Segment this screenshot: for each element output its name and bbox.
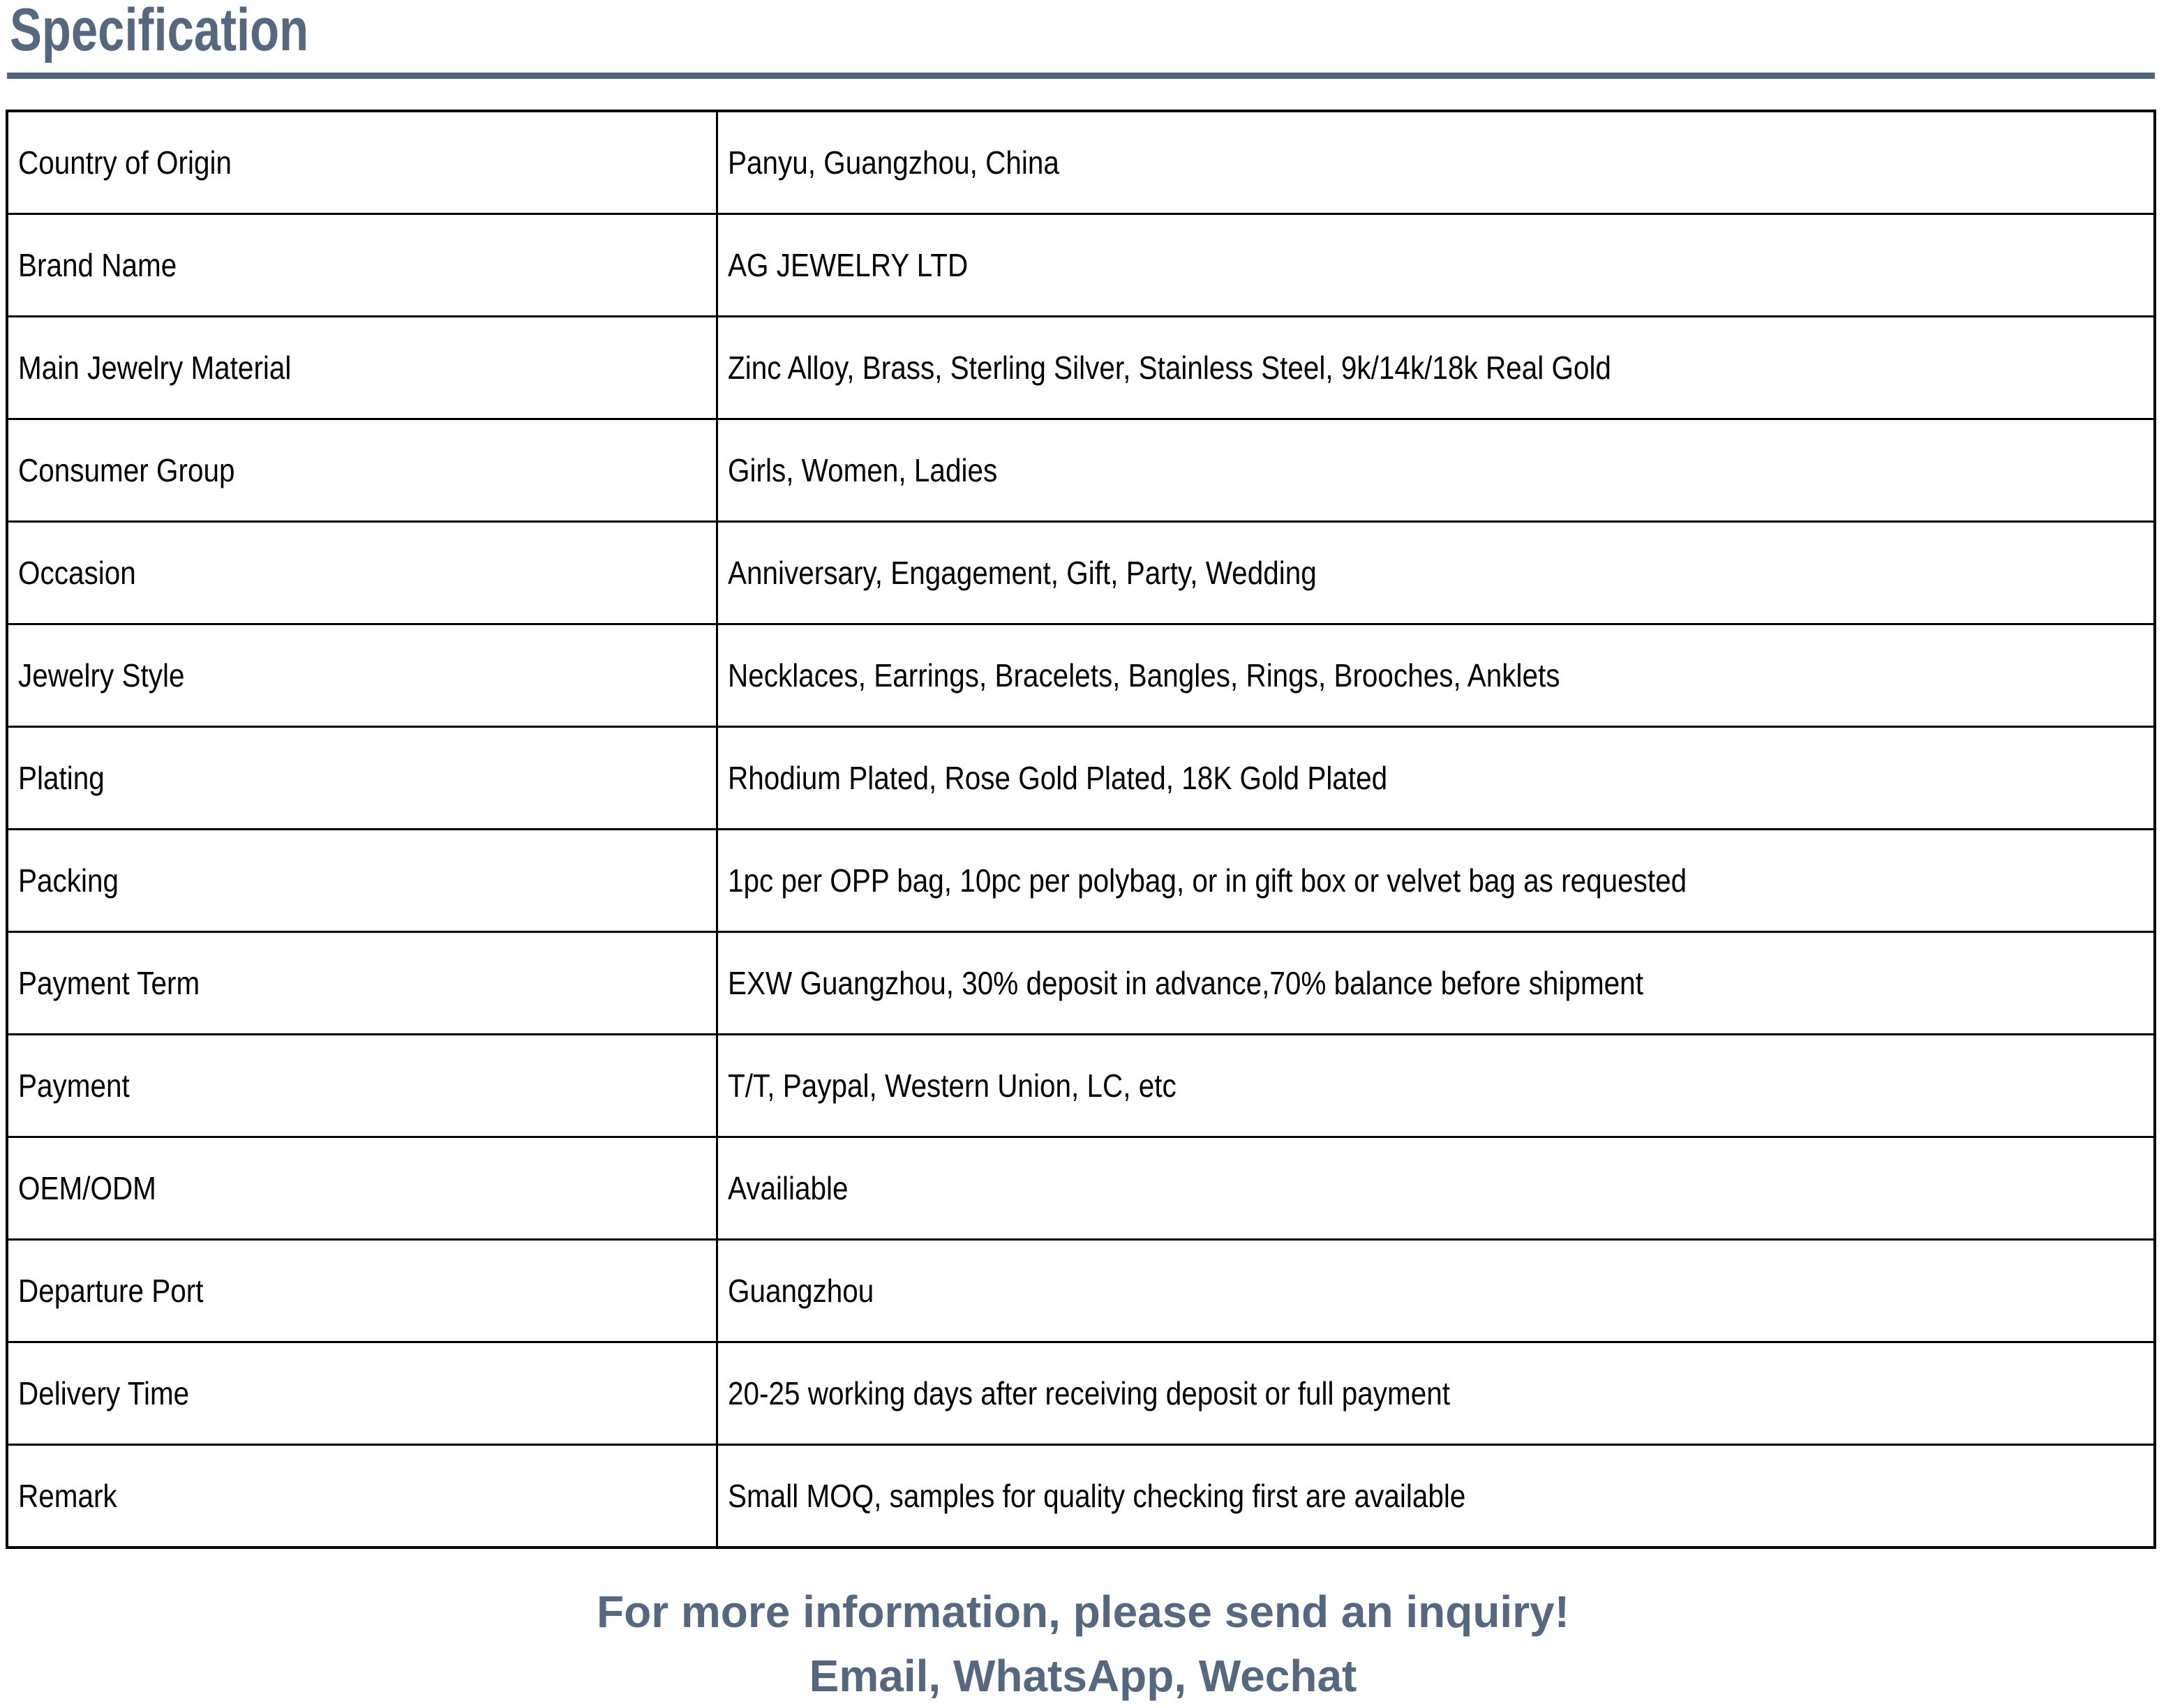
- spec-value-cell: Small MOQ, samples for quality checking …: [716, 1444, 2156, 1549]
- spec-label: Consumer Group: [18, 452, 235, 488]
- spec-value-cell: Rhodium Plated, Rose Gold Plated, 18K Go…: [716, 726, 2156, 830]
- spec-value-cell: Anniversary, Engagement, Gift, Party, We…: [716, 520, 2156, 625]
- spec-label-cell: Plating: [6, 726, 718, 830]
- spec-value-cell: Girls, Women, Ladies: [716, 418, 2156, 523]
- spec-value-cell: Necklaces, Earrings, Bracelets, Bangles,…: [716, 623, 2156, 728]
- spec-value-cell: Zinc Alloy, Brass, Sterling Silver, Stai…: [716, 315, 2156, 420]
- spec-value-cell: Guangzhou: [716, 1238, 2156, 1343]
- spec-label-cell: Packing: [6, 828, 718, 933]
- spec-value: Rhodium Plated, Rose Gold Plated, 18K Go…: [728, 760, 1388, 796]
- specification-table: Country of Origin Panyu, Guangzhou, Chin…: [6, 110, 2156, 1549]
- table-row: Payment Term EXW Guangzhou, 30% deposit …: [6, 931, 2156, 1035]
- footer-note: For more information, please send an inq…: [0, 1580, 2166, 1708]
- spec-value-cell: AG JEWELRY LTD: [716, 213, 2156, 317]
- spec-value: AG JEWELRY LTD: [728, 247, 969, 283]
- spec-label: Jewelry Style: [18, 657, 185, 694]
- footer-line-1: For more information, please send an inq…: [597, 1587, 1569, 1637]
- spec-value-cell: Panyu, Guangzhou, China: [716, 110, 2156, 215]
- table-row: Consumer Group Girls, Women, Ladies: [6, 418, 2156, 523]
- spec-label: Plating: [18, 760, 105, 796]
- spec-label: Remark: [18, 1478, 117, 1514]
- spec-label: OEM/ODM: [18, 1170, 156, 1206]
- table-row: Payment T/T, Paypal, Western Union, LC, …: [6, 1033, 2156, 1138]
- spec-label-cell: Remark: [6, 1444, 718, 1549]
- page-title: Specification: [10, 0, 309, 63]
- spec-value-cell: 1pc per OPP bag, 10pc per polybag, or in…: [716, 828, 2156, 933]
- spec-value: Availiable: [728, 1170, 849, 1206]
- spec-value-cell: Availiable: [716, 1136, 2156, 1241]
- table-row: Plating Rhodium Plated, Rose Gold Plated…: [6, 726, 2156, 830]
- spec-label-cell: Country of Origin: [6, 110, 718, 215]
- spec-value-cell: 20-25 working days after receiving depos…: [716, 1341, 2156, 1446]
- spec-value: EXW Guangzhou, 30% deposit in advance,70…: [728, 965, 1643, 1001]
- spec-label: Delivery Time: [18, 1375, 190, 1411]
- spec-label-cell: Payment Term: [6, 931, 718, 1035]
- spec-value-cell: EXW Guangzhou, 30% deposit in advance,70…: [716, 931, 2156, 1035]
- spec-label-cell: Occasion: [6, 520, 718, 625]
- table-row: Country of Origin Panyu, Guangzhou, Chin…: [6, 110, 2156, 215]
- spec-label-cell: Departure Port: [6, 1238, 718, 1343]
- spec-label: Country of Origin: [18, 144, 232, 181]
- spec-label-cell: Jewelry Style: [6, 623, 718, 728]
- specification-table-body: Country of Origin Panyu, Guangzhou, Chin…: [6, 110, 2156, 1549]
- table-row: Packing 1pc per OPP bag, 10pc per polyba…: [6, 828, 2156, 933]
- spec-label-cell: Delivery Time: [6, 1341, 718, 1446]
- table-row: OEM/ODM Availiable: [6, 1136, 2156, 1241]
- spec-label-cell: OEM/ODM: [6, 1136, 718, 1241]
- spec-label-cell: Brand Name: [6, 213, 718, 317]
- spec-label-cell: Consumer Group: [6, 418, 718, 523]
- table-row: Delivery Time 20-25 working days after r…: [6, 1341, 2156, 1446]
- spec-label-cell: Main Jewelry Material: [6, 315, 718, 420]
- spec-label-cell: Payment: [6, 1033, 718, 1138]
- spec-value: Anniversary, Engagement, Gift, Party, We…: [728, 555, 1317, 591]
- table-row: Occasion Anniversary, Engagement, Gift, …: [6, 520, 2156, 625]
- spec-value: Zinc Alloy, Brass, Sterling Silver, Stai…: [728, 350, 1611, 386]
- spec-label: Packing: [18, 862, 119, 899]
- spec-value: Girls, Women, Ladies: [728, 452, 998, 488]
- spec-label: Payment: [18, 1068, 130, 1104]
- spec-value: T/T, Paypal, Western Union, LC, etc: [728, 1068, 1177, 1104]
- table-row: Main Jewelry Material Zinc Alloy, Brass,…: [6, 315, 2156, 420]
- spec-value: Necklaces, Earrings, Bracelets, Bangles,…: [728, 657, 1560, 694]
- spec-value: 1pc per OPP bag, 10pc per polybag, or in…: [728, 862, 1687, 899]
- spec-value: Small MOQ, samples for quality checking …: [728, 1478, 1466, 1514]
- spec-value: Guangzhou: [728, 1273, 874, 1309]
- spec-value-cell: T/T, Paypal, Western Union, LC, etc: [716, 1033, 2156, 1138]
- spec-label: Brand Name: [18, 247, 177, 283]
- spec-label: Payment Term: [18, 965, 200, 1001]
- table-row: Remark Small MOQ, samples for quality ch…: [6, 1444, 2156, 1549]
- table-row: Brand Name AG JEWELRY LTD: [6, 213, 2156, 317]
- title-underline-rule: [7, 73, 2155, 79]
- footer-line-2: Email, WhatsApp, Wechat: [809, 1651, 1357, 1701]
- table-row: Jewelry Style Necklaces, Earrings, Brace…: [6, 623, 2156, 728]
- table-row: Departure Port Guangzhou: [6, 1238, 2156, 1343]
- spec-value: Panyu, Guangzhou, China: [728, 144, 1059, 181]
- spec-label: Occasion: [18, 555, 136, 591]
- spec-value: 20-25 working days after receiving depos…: [728, 1375, 1451, 1411]
- spec-label: Main Jewelry Material: [18, 350, 292, 386]
- spec-label: Departure Port: [18, 1273, 204, 1309]
